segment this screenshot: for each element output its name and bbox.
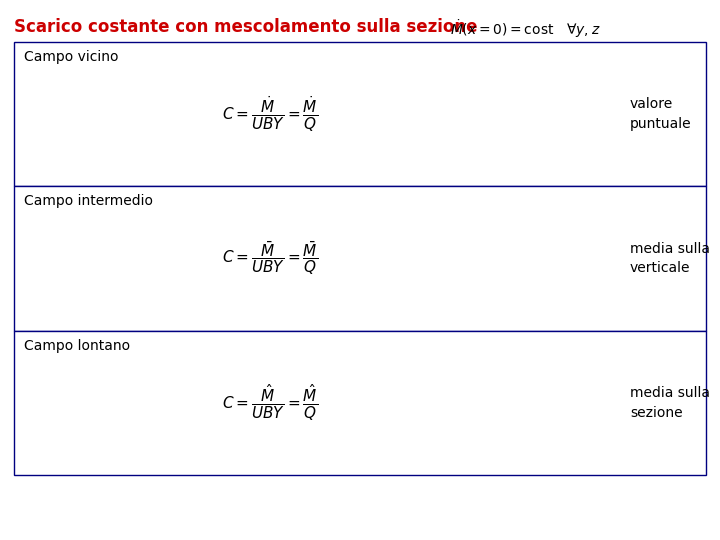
Text: $C = \dfrac{\hat{M}}{UBY} = \dfrac{\hat{M}}{Q}$: $C = \dfrac{\hat{M}}{UBY} = \dfrac{\hat{… — [222, 382, 318, 423]
Text: Campo vicino: Campo vicino — [24, 50, 119, 64]
Text: media sulla
sezione: media sulla sezione — [630, 386, 710, 420]
Bar — [14, 330, 706, 475]
Text: $\dot{M}(x=0)=\mathrm{cost}\quad \forall y,z$: $\dot{M}(x=0)=\mathrm{cost}\quad \forall… — [450, 18, 600, 39]
Text: valore
puntuale: valore puntuale — [630, 97, 692, 131]
Text: $C = \dfrac{\dot{M}}{UBY} = \dfrac{\dot{M}}{Q}$: $C = \dfrac{\dot{M}}{UBY} = \dfrac{\dot{… — [222, 94, 318, 134]
Text: Campo intermedio: Campo intermedio — [24, 194, 153, 208]
Text: Scarico costante con mescolamento sulla sezione: Scarico costante con mescolamento sulla … — [14, 18, 477, 36]
Text: $C = \dfrac{\bar{M}}{UBY} = \dfrac{\bar{M}}{Q}$: $C = \dfrac{\bar{M}}{UBY} = \dfrac{\bar{… — [222, 240, 318, 278]
Bar — [14, 42, 706, 186]
Text: Campo lontano: Campo lontano — [24, 339, 130, 353]
Text: media sulla
verticale: media sulla verticale — [630, 242, 710, 275]
Bar — [14, 186, 706, 330]
